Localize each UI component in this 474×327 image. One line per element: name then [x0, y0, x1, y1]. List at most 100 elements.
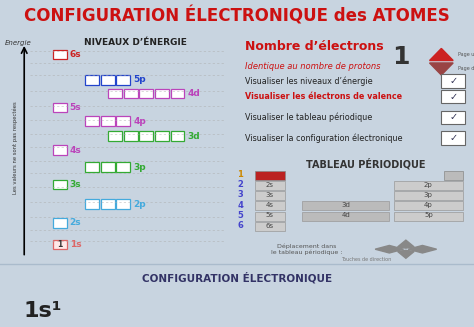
Text: Déplacement dans
le tableau périodique :: Déplacement dans le tableau périodique :: [271, 243, 342, 255]
Text: Energie: Energie: [5, 40, 31, 45]
Text: Visualiser les électrons de valence: Visualiser les électrons de valence: [245, 92, 402, 101]
Bar: [108, 131, 122, 141]
Bar: [117, 75, 130, 85]
Bar: [255, 201, 285, 210]
Bar: [155, 131, 169, 141]
Text: 4s: 4s: [266, 202, 274, 208]
Text: 3: 3: [237, 191, 243, 199]
Text: 2s: 2s: [70, 218, 82, 227]
Bar: [53, 103, 67, 112]
Text: 5: 5: [237, 211, 243, 220]
Text: TABLEAU PÉRIODIQUE: TABLEAU PÉRIODIQUE: [306, 158, 426, 169]
Text: Visualiser le tableau périodique: Visualiser le tableau périodique: [245, 112, 372, 122]
Bar: [101, 116, 115, 126]
Text: 5s: 5s: [70, 103, 82, 112]
Polygon shape: [398, 240, 414, 248]
Text: Page dow: Page dow: [458, 66, 474, 72]
Text: Visualiser les niveaux d’énergie: Visualiser les niveaux d’énergie: [245, 76, 373, 86]
Bar: [441, 131, 465, 145]
Bar: [394, 181, 463, 190]
Text: Touches de direction: Touches de direction: [340, 257, 391, 262]
Bar: [117, 199, 130, 209]
Bar: [53, 49, 67, 59]
Text: 1s¹: 1s¹: [24, 301, 62, 321]
Text: 1: 1: [237, 170, 243, 179]
Text: 1s: 1s: [70, 240, 82, 249]
Text: 2p: 2p: [133, 200, 146, 209]
Text: 4d: 4d: [341, 213, 350, 218]
Bar: [394, 212, 463, 221]
Bar: [155, 89, 169, 98]
Bar: [117, 163, 130, 172]
Text: 2s: 2s: [266, 182, 274, 188]
Text: 4: 4: [237, 201, 243, 210]
Bar: [85, 116, 99, 126]
Bar: [394, 191, 463, 200]
Text: 6s: 6s: [266, 223, 274, 229]
Bar: [53, 218, 67, 228]
Bar: [394, 201, 463, 210]
Text: 1: 1: [57, 240, 63, 249]
Bar: [441, 75, 465, 88]
Text: 3p: 3p: [424, 192, 433, 198]
Bar: [171, 89, 184, 98]
Text: 5p: 5p: [424, 213, 433, 218]
Bar: [139, 131, 153, 141]
Bar: [255, 171, 285, 180]
Text: Page up: Page up: [458, 52, 474, 57]
Text: 6s: 6s: [70, 50, 82, 59]
Bar: [117, 116, 130, 126]
Bar: [124, 89, 137, 98]
Bar: [108, 89, 122, 98]
Bar: [255, 181, 285, 190]
Text: Visualiser la configuration électronique: Visualiser la configuration électronique: [245, 133, 402, 143]
Text: Les valeurs ne sont pas respectées: Les valeurs ne sont pas respectées: [12, 102, 18, 194]
Text: 3p: 3p: [133, 163, 146, 172]
Bar: [444, 171, 463, 180]
Bar: [85, 199, 99, 209]
Text: 3d: 3d: [341, 202, 350, 208]
Bar: [302, 201, 389, 210]
Bar: [53, 240, 67, 250]
Text: 6: 6: [237, 221, 243, 230]
Bar: [255, 212, 285, 221]
Bar: [139, 89, 153, 98]
Polygon shape: [429, 48, 453, 60]
Text: Nombre d’électrons: Nombre d’électrons: [245, 40, 383, 53]
Polygon shape: [429, 63, 453, 75]
Bar: [53, 180, 67, 189]
Bar: [53, 145, 67, 155]
Text: 5p: 5p: [133, 75, 146, 84]
Text: 3s: 3s: [70, 180, 82, 189]
Bar: [302, 212, 389, 221]
Text: Identique au nombre de protons: Identique au nombre de protons: [245, 62, 381, 71]
Polygon shape: [375, 246, 403, 253]
Text: 3s: 3s: [266, 192, 274, 198]
Text: 2p: 2p: [424, 182, 433, 188]
Bar: [85, 75, 99, 85]
Text: CONFIGURATION ÉLECTRONIQUE des ATOMES: CONFIGURATION ÉLECTRONIQUE des ATOMES: [24, 7, 450, 26]
Bar: [255, 191, 285, 200]
Text: CONFIGURATION ÉLECTRONIQUE: CONFIGURATION ÉLECTRONIQUE: [142, 271, 332, 283]
Bar: [171, 131, 184, 141]
Bar: [101, 163, 115, 172]
Text: 4p: 4p: [424, 202, 433, 208]
Bar: [441, 111, 465, 124]
Text: 4p: 4p: [133, 117, 146, 126]
Text: 4d: 4d: [187, 89, 200, 98]
Text: ✓: ✓: [449, 76, 457, 86]
Polygon shape: [408, 246, 437, 253]
Text: 2: 2: [237, 180, 243, 189]
Bar: [441, 90, 465, 103]
Polygon shape: [398, 250, 414, 258]
Text: 4s: 4s: [70, 146, 82, 155]
Text: ✓: ✓: [449, 92, 457, 102]
Text: 5s: 5s: [266, 213, 274, 218]
Text: 3d: 3d: [187, 132, 200, 141]
Text: 1: 1: [392, 45, 410, 69]
Bar: [124, 131, 137, 141]
Bar: [101, 199, 115, 209]
Text: ✓: ✓: [449, 133, 457, 143]
Bar: [85, 163, 99, 172]
Text: ✓: ✓: [449, 112, 457, 122]
